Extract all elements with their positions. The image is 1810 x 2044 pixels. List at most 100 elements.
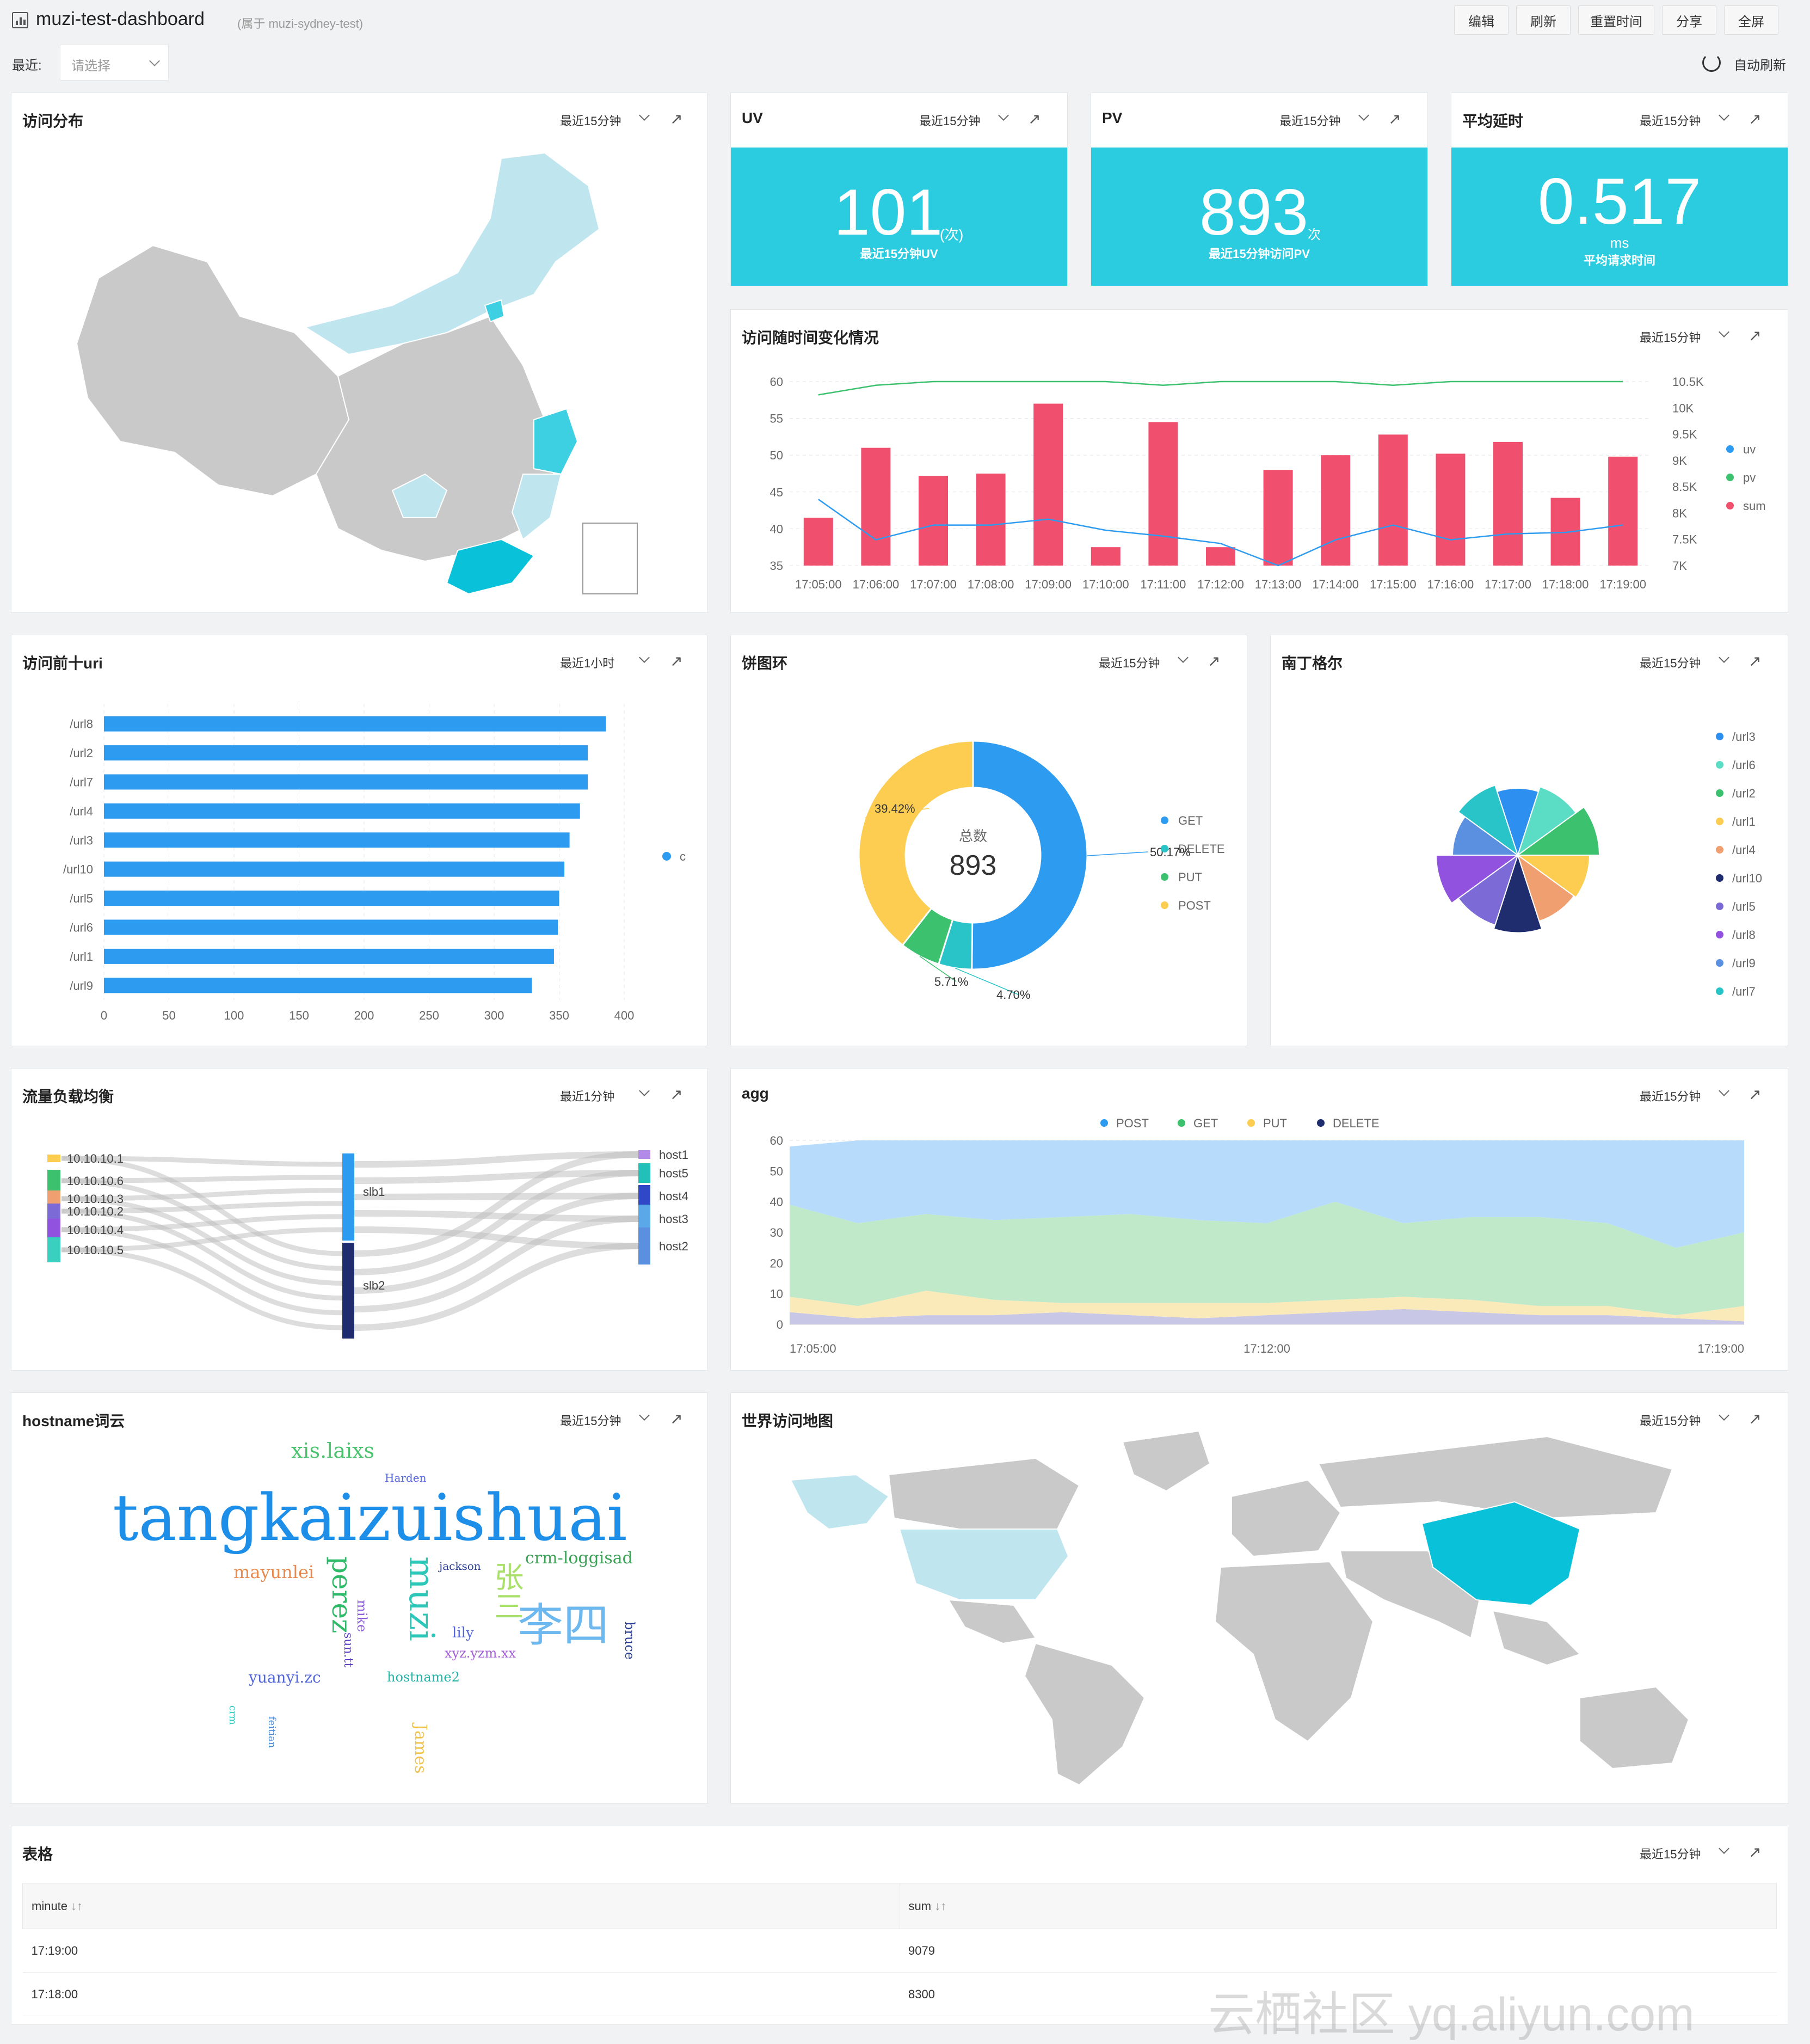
latency-value: 0.517 [1537,165,1702,238]
chevron-down-icon[interactable] [1719,1843,1729,1854]
uv-description: 最近15分钟UV [860,247,938,261]
cloud-word: hostname2 [387,1669,460,1685]
legend-marker-sum [1726,502,1734,510]
expand-icon[interactable]: ↗ [1749,1086,1762,1103]
x-tick-label: 100 [224,1009,244,1022]
panel-time-range[interactable]: 最近15分钟 [1640,114,1701,128]
time-filter-select[interactable]: 请选择 [60,45,169,81]
y-tick-label: 20 [770,1256,783,1270]
panel-time-range[interactable]: 最近15分钟 [1099,656,1160,670]
timeline-chart: 60 55 50 45 40 35 10.5K 10K 9.5K 9K 8.5K 8K 7.5K 7K 17… [770,375,1766,591]
legend-marker-/url8 [1716,931,1723,938]
legend-label-DELETE: DELETE [1333,1116,1380,1130]
expand-icon[interactable]: ↗ [1749,1844,1762,1861]
bar-sum [1493,441,1523,566]
sankey-node-target [638,1227,650,1265]
x-tick-label: 400 [614,1009,635,1022]
donut-value-label: 5.71% [934,975,968,989]
fullscreen-button[interactable]: 全屏 [1724,5,1778,35]
panel-time-range[interactable]: 最近15分钟 [1640,331,1701,345]
chevron-down-icon[interactable] [1358,110,1369,121]
donut-label-line [1087,851,1148,856]
sort-icon[interactable]: ↓↑ [934,1899,947,1913]
panel-latency: 平均延时 最近15分钟 ↗ 0.517 ms 平均请求时间 [1451,93,1788,286]
legend-marker-/url7 [1716,987,1723,995]
bar-uri [104,745,588,761]
map-alaska [790,1474,890,1530]
cloud-word: yuanyi.zc [249,1668,321,1686]
panel-time-range[interactable]: 最近15分钟 [1640,1414,1701,1428]
expand-icon[interactable]: ↗ [670,1410,683,1427]
panel-time-range[interactable]: 最近15分钟 [1640,1090,1701,1103]
cloud-word: muzi [401,1556,441,1642]
cloud-word: crm [227,1705,238,1725]
reset-time-button[interactable]: 重置时间 [1578,5,1654,35]
share-button[interactable]: 分享 [1662,5,1716,35]
refresh-button[interactable]: 刷新 [1516,5,1571,35]
latency-unit: ms [1610,235,1629,251]
legend-marker-/url6 [1716,761,1723,769]
map-region-west [76,244,350,497]
bar-sum [1148,422,1178,566]
bar-sum [919,476,948,566]
chevron-down-icon[interactable] [998,110,1009,121]
panel-time-range[interactable]: 最近15分钟 [1279,114,1341,128]
panel-time-range[interactable]: 最近15分钟 [560,114,621,128]
bar-uri [104,978,532,993]
top-bar: muzi-test-dashboard (属于 muzi-sydney-test… [0,0,1810,41]
y2-tick-label: 8K [1672,506,1687,520]
map-region-zhejiang [533,408,578,475]
panel-title: 访问分布 [22,113,84,130]
panel-time-range[interactable]: 最近15分钟 [919,114,981,128]
expand-icon[interactable]: ↗ [670,1086,683,1103]
sankey-middle-label: slb2 [363,1279,385,1292]
rose-slice-/url3 [1496,788,1540,857]
y2-tick-label: 9K [1672,454,1687,468]
map-australia [1579,1686,1690,1770]
x-tick-label: 17:17:00 [1485,578,1531,591]
expand-icon[interactable]: ↗ [1749,653,1762,670]
panel-hostname-cloud: hostname词云 最近15分钟 ↗ xis.laixs Harden tan… [11,1392,707,1804]
legend-label-POST: POST [1178,899,1211,912]
expand-icon[interactable]: ↗ [1208,653,1221,670]
expand-icon[interactable]: ↗ [1749,327,1762,344]
map-south-america [1024,1642,1146,1786]
auto-refresh-toggle[interactable]: 自动刷新 [1734,58,1786,73]
panel-time-range[interactable]: 最近1小时 [560,656,615,670]
time-filter-label: 最近: [12,58,42,73]
x-tick-label: 17:07:00 [910,578,957,591]
panel-time-range[interactable]: 最近15分钟 [1640,1847,1701,1861]
expand-icon[interactable]: ↗ [1749,111,1762,127]
expand-icon[interactable]: ↗ [670,653,683,670]
expand-icon[interactable]: ↗ [1749,1410,1762,1427]
panel-time-range[interactable]: 最近15分钟 [560,1414,621,1428]
chevron-down-icon[interactable] [1719,110,1729,121]
expand-icon[interactable]: ↗ [1028,111,1041,127]
panel-time-range[interactable]: 最近1分钟 [560,1090,615,1103]
column-header-minute[interactable]: minute ↓↑ [22,1883,900,1929]
legend-marker-DELETE [1317,1119,1325,1127]
y-tick-label: 50 [770,449,783,462]
edit-button[interactable]: 编辑 [1454,5,1509,35]
expand-icon[interactable]: ↗ [1388,111,1401,127]
sankey-chart: 10.10.10.1 10.10.10.6 10.10.10.310.10.10.2… [47,1148,688,1339]
legend-marker-/url4 [1716,846,1723,854]
y2-tick-label: 7.5K [1672,533,1697,547]
panel-table: 表格 最近15分钟 ↗ minute ↓↑ sum ↓↑ 17:19:00 90… [11,1826,1788,2025]
expand-icon[interactable]: ↗ [670,111,683,127]
sankey-node-target [638,1205,650,1233]
sort-icon[interactable]: ↓↑ [71,1899,83,1913]
time-filter-placeholder: 请选择 [71,59,110,73]
refresh-icon[interactable] [1702,53,1721,72]
chevron-down-icon[interactable] [639,1410,650,1421]
cloud-word: mike [354,1600,370,1632]
column-header-sum[interactable]: sum ↓↑ [899,1883,1777,1929]
panel-agg: agg 最近15分钟 ↗ 60 50 40 30 20 10 0 17:05:00 17:12:… [730,1068,1788,1371]
cloud-word: lily [452,1625,474,1641]
panel-title: 流量负载均衡 [22,1088,114,1105]
donut-value-label: 50.17% [1150,845,1191,859]
x-tick-label: 17:15:00 [1370,578,1417,591]
panel-time-range[interactable]: 最近15分钟 [1640,656,1701,670]
panel-title: hostname词云 [22,1413,125,1429]
chevron-down-icon[interactable] [639,110,650,121]
